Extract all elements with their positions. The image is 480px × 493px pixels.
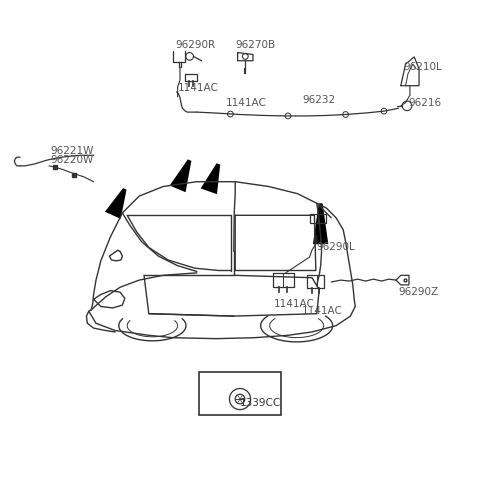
Text: 96270B: 96270B: [235, 40, 276, 50]
Polygon shape: [105, 188, 127, 219]
Text: 96232: 96232: [302, 95, 336, 105]
Text: 1141AC: 1141AC: [274, 299, 314, 309]
Bar: [199, 372, 281, 416]
Text: 96290R: 96290R: [175, 40, 216, 50]
Text: 1141AC: 1141AC: [226, 98, 266, 107]
Text: 96221W: 96221W: [50, 145, 94, 155]
Text: 1339CC: 1339CC: [240, 397, 281, 408]
Text: 96290L: 96290L: [317, 242, 356, 251]
Text: 96210L: 96210L: [403, 62, 442, 71]
Polygon shape: [169, 159, 192, 192]
Polygon shape: [313, 203, 328, 244]
Text: 96290Z: 96290Z: [398, 287, 439, 297]
Text: 96216: 96216: [408, 98, 441, 107]
Text: 1141AC: 1141AC: [178, 83, 218, 93]
Polygon shape: [201, 163, 220, 194]
Text: 1141AC: 1141AC: [301, 306, 342, 317]
Text: 96220W: 96220W: [50, 155, 94, 165]
